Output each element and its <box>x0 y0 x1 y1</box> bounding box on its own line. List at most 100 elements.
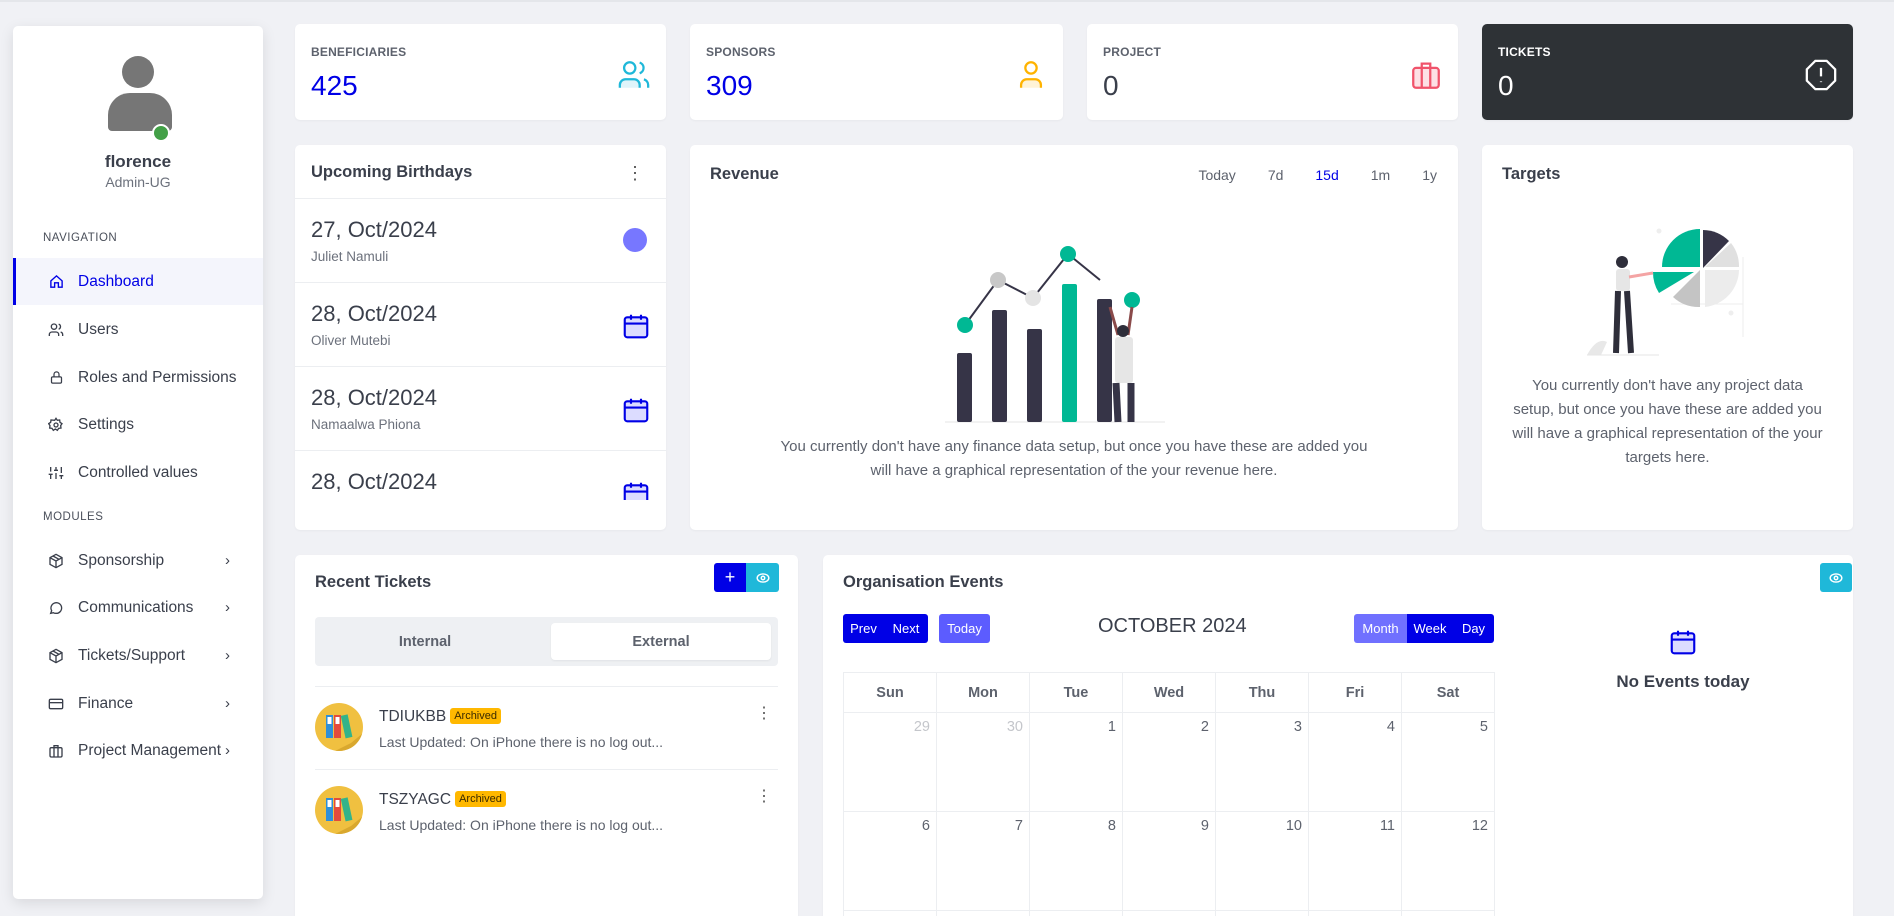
calendar-day-cell[interactable]: 17 <box>1215 910 1309 916</box>
sidebar: florence Admin-UG NAVIGATION Dashboard U… <box>13 26 263 899</box>
sidebar-item-settings[interactable]: Settings <box>13 401 263 448</box>
revenue-range-tabs: Today 7d 15d 1m 1y <box>1166 167 1437 183</box>
view-events-button[interactable] <box>1820 563 1852 592</box>
briefcase-icon <box>1409 58 1443 92</box>
tab-1y[interactable]: 1y <box>1422 167 1437 183</box>
sidebar-item-label: Communications <box>78 598 194 616</box>
online-status-dot <box>152 124 170 142</box>
stat-card-tickets[interactable]: TICKETS 0 <box>1482 24 1853 120</box>
calendar-day-cell[interactable]: 12 <box>1401 811 1495 911</box>
more-options-icon[interactable]: ⋮ <box>626 163 644 183</box>
calendar-day-cell[interactable]: 19 <box>1401 910 1495 916</box>
ticket-item[interactable]: TSZYAGC Archived Last Updated: On iPhone … <box>315 769 778 852</box>
stat-label: SPONSORS <box>706 45 776 59</box>
view-week-button[interactable]: Week <box>1407 614 1453 643</box>
tab-internal[interactable]: Internal <box>398 633 452 650</box>
avatar[interactable] <box>103 56 173 142</box>
sidebar-item-roles-and-permissions[interactable]: Roles and Permissions <box>13 354 263 401</box>
calendar-day-cell[interactable]: 8 <box>1029 811 1123 911</box>
calendar-day-cell[interactable]: 14 <box>936 910 1030 916</box>
calendar-day-cell[interactable]: 10 <box>1215 811 1309 911</box>
sidebar-item-label: Tickets/Support <box>78 646 186 664</box>
calendar-day-cell[interactable]: 30 <box>936 712 1030 812</box>
tab-today[interactable]: Today <box>1198 167 1236 183</box>
tab-15d[interactable]: 15d <box>1315 167 1339 183</box>
sidebar-item-project-management[interactable]: Project Management › <box>13 727 263 774</box>
sidebar-item-label: Sponsorship <box>78 551 165 569</box>
ticket-folder-avatar <box>315 703 363 751</box>
weekday-header-row: Sun Mon Tue Wed Thu Fri Sat <box>843 672 1495 713</box>
sidebar-item-label: Controlled values <box>78 463 198 481</box>
chevron-right-icon: › <box>225 695 230 712</box>
view-tickets-button[interactable] <box>746 563 779 592</box>
prev-button[interactable]: Prev <box>843 614 884 643</box>
calendar-day-cell[interactable]: 11 <box>1308 811 1402 911</box>
birthday-item[interactable]: 28, Oct/2024 Oliver Mutebi <box>295 282 666 366</box>
sidebar-item-label: Finance <box>78 694 134 712</box>
calendar-day-cell[interactable]: 18 <box>1308 910 1402 916</box>
calendar-day-cell[interactable]: 13 <box>843 910 937 916</box>
sidebar-item-users[interactable]: Users <box>13 306 263 353</box>
calendar-day-cell[interactable]: 2 <box>1122 712 1216 812</box>
birthday-name: Juliet Namuli <box>311 249 389 264</box>
revenue-empty-illustration <box>945 225 1185 430</box>
birthday-item[interactable]: 28, Oct/2024 Namaalwa Phiona <box>295 366 666 450</box>
calendar-day-cell[interactable]: 3 <box>1215 712 1309 812</box>
birthday-name: Oliver Mutebi <box>311 333 391 348</box>
alert-octagon-icon <box>1804 58 1838 92</box>
calendar-week-row: 13 14 15 16 17 18 19 <box>843 910 1495 916</box>
organisation-events-card: Organisation Events Prev Next Today OCTO… <box>823 555 1853 916</box>
view-day-button[interactable]: Day <box>1453 614 1494 643</box>
today-button[interactable]: Today <box>939 614 990 643</box>
month-calendar-grid: Sun Mon Tue Wed Thu Fri Sat 29 30 1 2 3 … <box>843 672 1495 916</box>
sidebar-item-finance[interactable]: Finance › <box>13 680 263 727</box>
more-options-icon[interactable]: ⋮ <box>756 705 772 722</box>
targets-card: Targets You currently don't have any pro… <box>1482 145 1853 530</box>
revenue-card: Revenue Today 7d 15d 1m 1y You curren <box>690 145 1458 530</box>
stat-card-beneficiaries[interactable]: BENEFICIARIES 425 <box>295 24 666 120</box>
ticket-code: TSZYAGC Archived <box>379 791 506 809</box>
calendar-day-cell[interactable]: 4 <box>1308 712 1402 812</box>
sidebar-item-communications[interactable]: Communications › <box>13 584 263 631</box>
ticket-item[interactable]: TDIUKBB Archived Last Updated: On iPhone … <box>315 686 778 769</box>
stat-card-sponsors[interactable]: SPONSORS 309 <box>690 24 1063 120</box>
sidebar-item-dashboard[interactable]: Dashboard <box>13 258 263 305</box>
ticket-description: Last Updated: On iPhone there is no log … <box>379 734 664 750</box>
more-options-icon[interactable]: ⋮ <box>756 788 772 805</box>
modules-section-label: MODULES <box>43 511 104 523</box>
calendar-day-cell[interactable]: 7 <box>936 811 1030 911</box>
upcoming-birthdays-card: Upcoming Birthdays ⋮ 27, Oct/2024 Juliet… <box>295 145 666 530</box>
calendar-day-cell[interactable]: 15 <box>1029 910 1123 916</box>
calendar-day-cell[interactable]: 6 <box>843 811 937 911</box>
chevron-right-icon: › <box>225 599 230 616</box>
calendar-day-cell[interactable]: 16 <box>1122 910 1216 916</box>
birthday-item[interactable]: 27, Oct/2024 Juliet Namuli <box>295 198 666 282</box>
sidebar-item-sponsorship[interactable]: Sponsorship › <box>13 537 263 584</box>
calendar-icon <box>621 311 649 339</box>
weekday-header: Wed <box>1122 672 1216 713</box>
calendar-day-cell[interactable]: 1 <box>1029 712 1123 812</box>
sidebar-item-controlled-values[interactable]: Controlled values <box>13 449 263 496</box>
tab-7d[interactable]: 7d <box>1267 167 1284 183</box>
birthday-item[interactable]: 28, Oct/2024 <box>295 450 666 500</box>
birthday-name: Namaalwa Phiona <box>311 417 421 432</box>
view-month-button[interactable]: Month <box>1354 614 1407 643</box>
status-badge: Archived <box>450 708 501 724</box>
sidebar-item-tickets-support[interactable]: Tickets/Support › <box>13 632 263 679</box>
next-button[interactable]: Next <box>884 614 928 643</box>
stat-label: TICKETS <box>1498 45 1551 59</box>
tab-1m[interactable]: 1m <box>1370 167 1391 183</box>
calendar-day-cell[interactable]: 5 <box>1401 712 1495 812</box>
gear-icon <box>48 416 64 433</box>
calendar-day-cell[interactable]: 9 <box>1122 811 1216 911</box>
card-title: Targets <box>1502 165 1561 183</box>
add-ticket-button[interactable]: + <box>714 563 746 592</box>
stat-card-project[interactable]: PROJECT 0 <box>1087 24 1458 120</box>
stat-value: 309 <box>706 70 753 101</box>
birthday-date: 28, Oct/2024 <box>311 385 437 410</box>
box-icon <box>48 648 64 664</box>
tab-external[interactable]: External <box>551 623 771 660</box>
users-icon <box>48 322 64 338</box>
ticket-description: Last Updated: On iPhone there is no log … <box>379 817 664 833</box>
calendar-day-cell[interactable]: 29 <box>843 712 937 812</box>
